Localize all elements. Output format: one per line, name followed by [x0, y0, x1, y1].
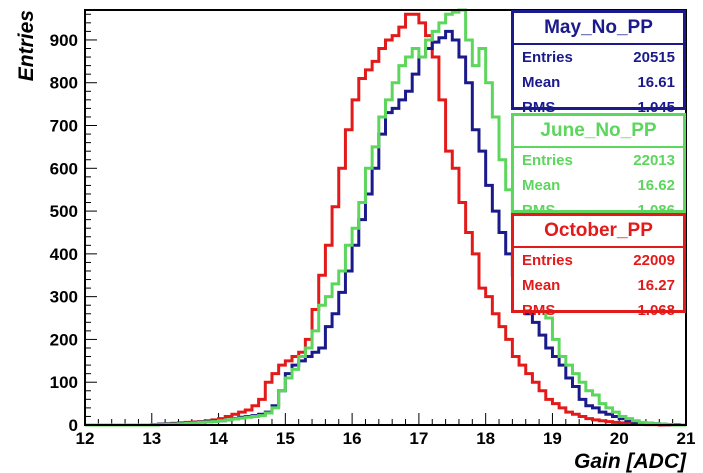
- stat-row-rms: RMS 1.045: [514, 95, 683, 120]
- stat-row-entries: Entries 22009: [514, 248, 683, 273]
- stat-row-mean: Mean 16.62: [514, 173, 683, 198]
- stat-label: Mean: [522, 177, 561, 194]
- y-tick-label: 400: [50, 245, 78, 264]
- x-tick-label: 17: [409, 429, 428, 448]
- x-tick-label: 12: [76, 429, 95, 448]
- stat-row-rms: RMS 1.068: [514, 298, 683, 323]
- stat-row-mean: Mean 16.27: [514, 273, 683, 298]
- stat-value: 20515: [633, 49, 675, 66]
- y-tick-label: 100: [50, 373, 78, 392]
- y-tick-label: 300: [50, 288, 78, 307]
- histogram-series: [85, 8, 686, 427]
- y-tick-label: 600: [50, 159, 78, 178]
- y-tick-label: 900: [50, 31, 78, 50]
- stat-value: 1.045: [637, 99, 675, 116]
- stat-value: 1.068: [637, 302, 675, 319]
- x-tick-label: 18: [476, 429, 495, 448]
- stat-label: Entries: [522, 152, 573, 169]
- x-tick-label: 15: [276, 429, 295, 448]
- stat-label: Entries: [522, 252, 573, 269]
- x-tick-label: 14: [209, 429, 228, 448]
- y-tick-label: 800: [50, 74, 78, 93]
- y-tick-label: 0: [69, 416, 78, 435]
- stat-label: Mean: [522, 277, 561, 294]
- stat-box-may-no-pp: May_No_PP Entries 20515 Mean 16.61 RMS 1.045: [511, 10, 686, 116]
- stat-label: Mean: [522, 74, 561, 91]
- stat-label: RMS: [522, 99, 556, 116]
- x-tick-label: 13: [142, 429, 161, 448]
- x-tick-labels: 12 13 14 15 16 17 18 19 20 21: [76, 429, 696, 448]
- stat-label: RMS: [522, 302, 556, 319]
- stat-box-title: June_No_PP: [514, 116, 683, 148]
- plot-frame: [84, 9, 687, 426]
- stat-box-october-pp: October_PP Entries 22009 Mean 16.27 RMS 1.068: [511, 213, 686, 319]
- stat-value: 16.62: [637, 177, 675, 194]
- x-tick-label: 21: [677, 429, 696, 448]
- stat-value: 16.27: [637, 277, 675, 294]
- x-tick-label: 20: [610, 429, 629, 448]
- stat-label: Entries: [522, 49, 573, 66]
- x-tick-label: 16: [343, 429, 362, 448]
- stat-box-june-no-pp: June_No_PP Entries 22013 Mean 16.62 RMS 1.086: [511, 113, 686, 219]
- x-axis-title: Gain [ADC]: [574, 450, 687, 473]
- series-line-june-no-pp: [85, 8, 686, 427]
- stat-row-entries: Entries 22013: [514, 148, 683, 173]
- stat-row-mean: Mean 16.61: [514, 70, 683, 95]
- y-tick-label: 700: [50, 117, 78, 136]
- y-axis-title: Entries: [15, 10, 38, 81]
- y-tick-labels: 0 100 200 300 400 500 600 700 800 900: [50, 31, 78, 435]
- stat-value: 22013: [633, 152, 675, 169]
- stat-value: 22009: [633, 252, 675, 269]
- x-tick-label: 19: [543, 429, 562, 448]
- y-tick-label: 500: [50, 202, 78, 221]
- stat-row-entries: Entries 20515: [514, 45, 683, 70]
- stat-box-title: October_PP: [514, 216, 683, 248]
- stat-value: 16.61: [637, 74, 675, 91]
- y-tick-label: 200: [50, 330, 78, 349]
- stat-box-title: May_No_PP: [514, 13, 683, 45]
